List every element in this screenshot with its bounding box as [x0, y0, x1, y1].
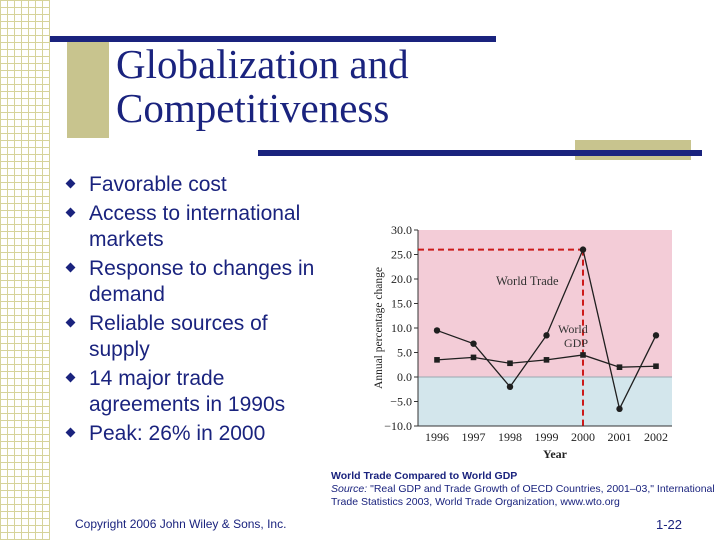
bullet-text: Access to international	[89, 202, 301, 225]
trade-gdp-chart: 30.0 25.0 20.0 15.0 10.0 5.0 0.0 −5.0 −10.0 1996 1…	[373, 223, 672, 461]
bullet-item: Reliable sources of supply	[64, 311, 364, 363]
x-tick-label: 2000	[571, 430, 595, 444]
x-tick-label: 1997	[462, 430, 486, 444]
bullet-item: Peak: 26% in 2000	[64, 421, 364, 447]
title-rule-bottom	[258, 150, 702, 156]
bullet-text: demand	[89, 283, 165, 306]
x-tick-label: 2001	[608, 430, 632, 444]
bullet-diamond-icon	[65, 262, 76, 273]
title-rule-top	[50, 36, 496, 42]
caption-source-label: Source:	[331, 483, 368, 495]
data-point	[580, 352, 586, 358]
caption-source-text: "Real GDP and Trade Growth of OECD Count…	[331, 483, 715, 508]
decorative-olive-block	[67, 40, 109, 138]
copyright-text: Copyright 2006 John Wiley & Sons, Inc.	[75, 517, 287, 531]
bullet-text: Response to changes in	[89, 257, 315, 280]
data-point	[507, 360, 513, 367]
data-point	[579, 246, 587, 253]
bullet-text: Reliable sources of	[89, 312, 268, 335]
data-point	[652, 332, 660, 339]
series-label-world-trade: World Trade	[496, 274, 559, 288]
data-point	[434, 357, 440, 363]
y-tick-label: 25.0	[391, 248, 412, 262]
bullet-text: supply	[89, 338, 150, 361]
y-tick-label: 15.0	[391, 297, 412, 311]
y-tick-label: −10.0	[384, 419, 412, 433]
series-label-world-gdp: GDP	[564, 336, 588, 350]
x-tick-label: 1999	[535, 430, 559, 444]
y-tick-label: 10.0	[391, 321, 412, 335]
bullet-diamond-icon	[65, 178, 76, 189]
bullet-list: Favorable cost Access to international mar…	[64, 172, 364, 450]
bullet-text: Peak: 26% in 2000	[89, 422, 266, 445]
y-axis-title: Annual percentage change	[373, 267, 385, 389]
bullet-item: Response to changes in demand	[64, 256, 364, 308]
chart-container: 30.0 25.0 20.0 15.0 10.0 5.0 0.0 −5.0 −10.0 1996 1…	[352, 200, 720, 468]
y-tick-label: 0.0	[397, 370, 412, 384]
bullet-text: 14 major trade	[89, 367, 225, 390]
data-point	[506, 383, 514, 390]
bullet-diamond-icon	[65, 207, 76, 218]
bullet-diamond-icon	[65, 372, 76, 383]
data-point	[543, 357, 550, 363]
y-tick-label: 30.0	[391, 223, 412, 237]
bullet-text: agreements in 1990s	[89, 393, 286, 416]
data-point	[653, 363, 659, 370]
negative-region	[418, 377, 672, 426]
data-point	[470, 354, 477, 361]
data-point	[616, 405, 623, 413]
slide-title: Globalization and Competitiveness	[116, 42, 409, 130]
x-axis-title: Year	[543, 447, 568, 461]
data-point	[433, 327, 441, 334]
data-point	[616, 364, 623, 370]
bullet-diamond-icon	[65, 317, 76, 328]
slide-title-line-1: Globalization and	[116, 41, 409, 87]
y-tick-label: 5.0	[397, 346, 412, 360]
caption-title: World Trade Compared to World GDP	[331, 470, 518, 482]
bullet-item: Access to international markets	[64, 201, 364, 253]
decorative-grid-strip	[0, 0, 50, 540]
x-tick-label: 1998	[498, 430, 522, 444]
slide-title-line-2: Competitiveness	[116, 85, 390, 131]
x-tick-label: 1996	[425, 430, 449, 444]
chart-caption: World Trade Compared to World GDP Source…	[331, 470, 716, 509]
bullet-text: markets	[89, 228, 164, 251]
data-point	[543, 332, 550, 339]
page-number: 1-22	[656, 517, 683, 532]
bullet-item: 14 major trade agreements in 1990s	[64, 366, 364, 418]
x-tick-label: 2002	[644, 430, 668, 444]
y-tick-label: −5.0	[390, 395, 412, 409]
y-tick-label: 20.0	[391, 272, 412, 286]
positive-region	[418, 230, 672, 377]
bullet-text: Favorable cost	[89, 173, 227, 196]
series-label-world-gdp: World	[558, 322, 588, 336]
bullet-item: Favorable cost	[64, 172, 364, 198]
data-point	[470, 340, 477, 347]
bullet-diamond-icon	[65, 427, 76, 438]
